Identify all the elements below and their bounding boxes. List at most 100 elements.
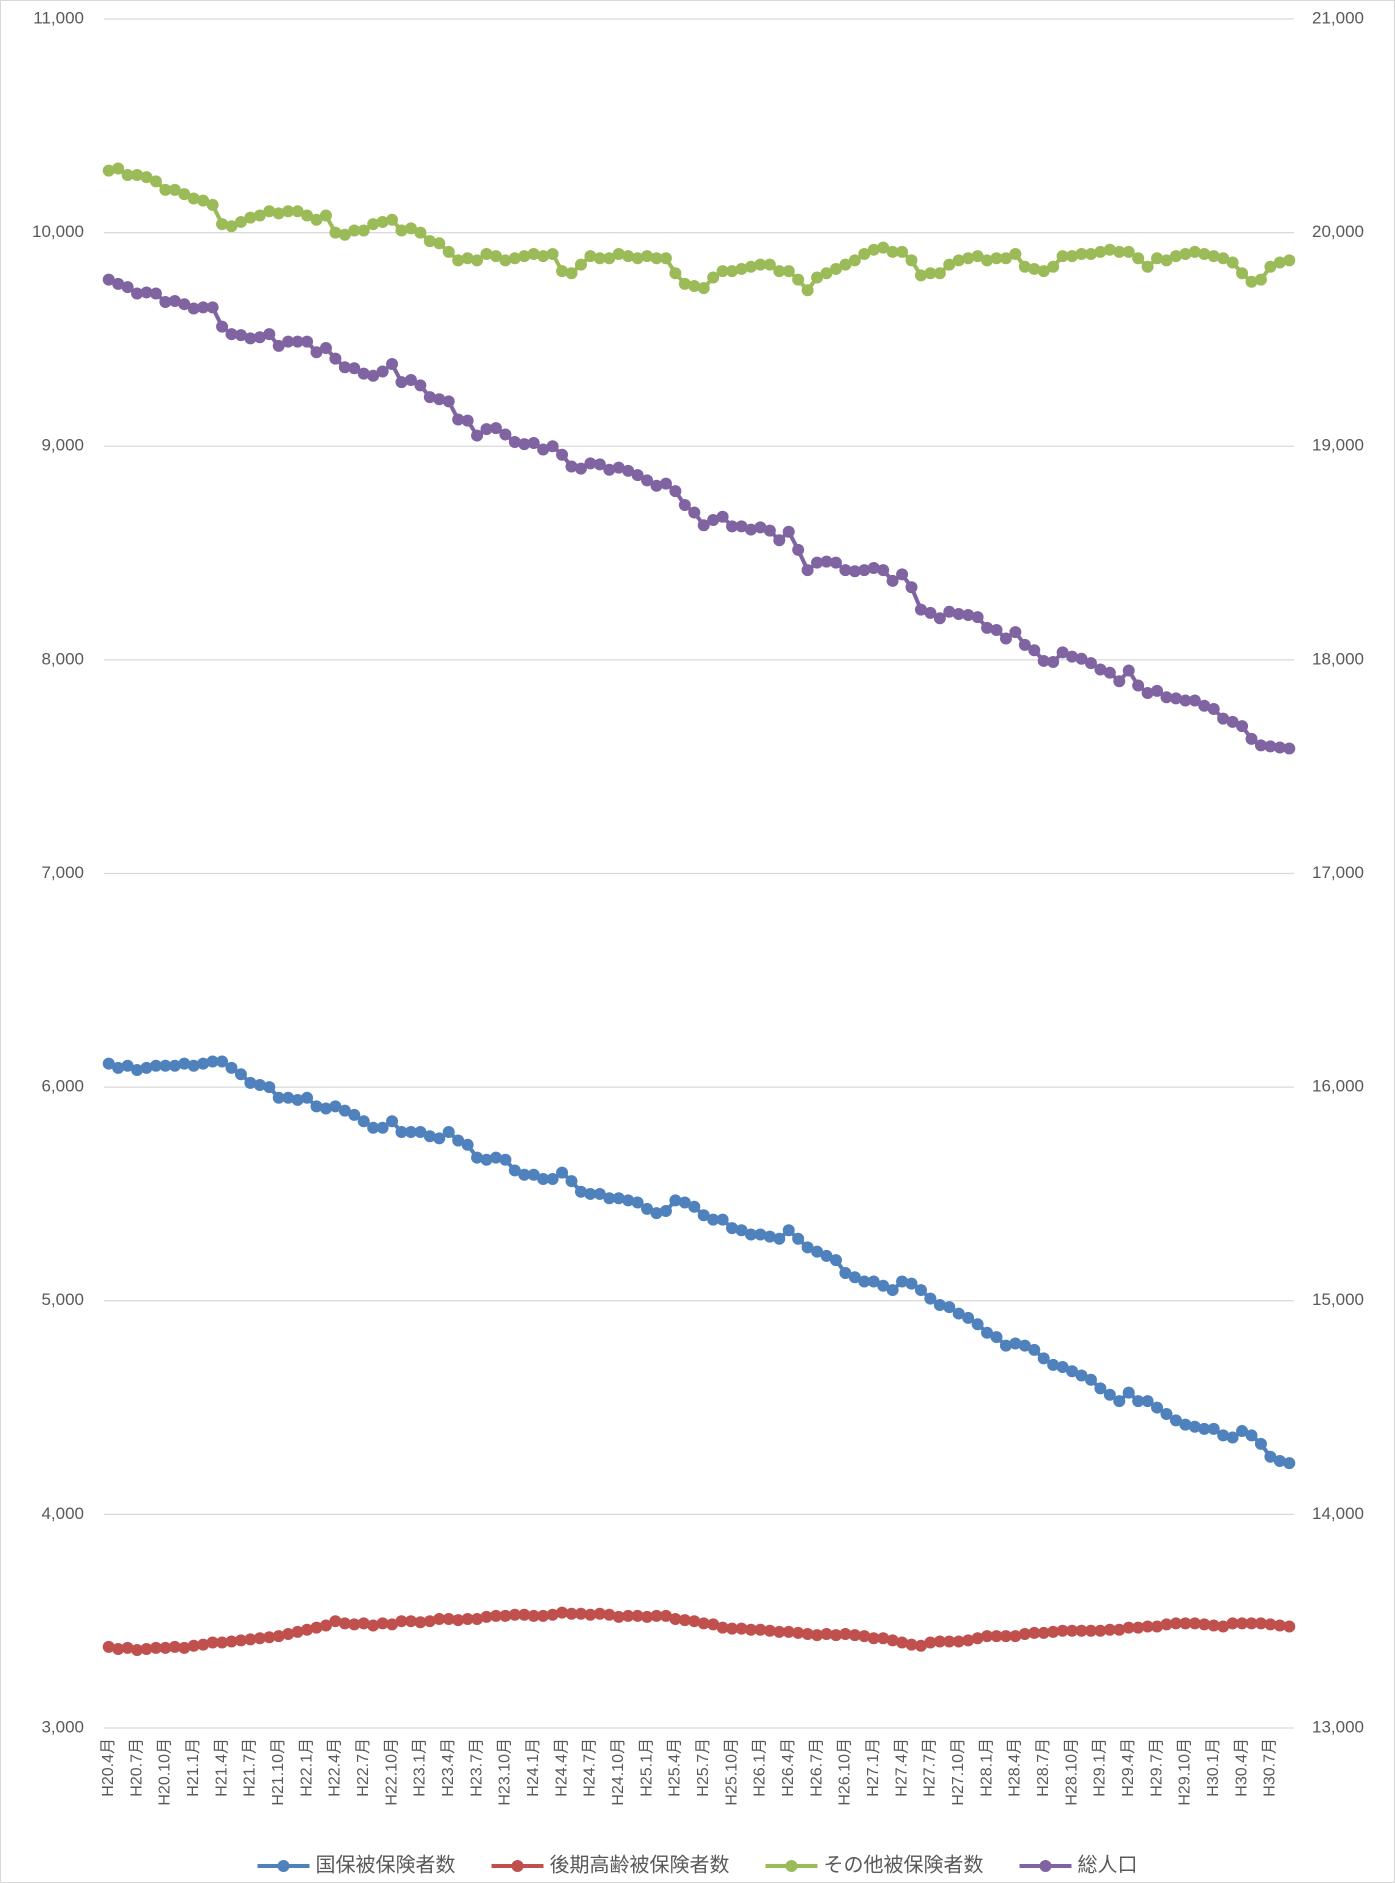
- data-point: [225, 1061, 238, 1074]
- data-point: [1273, 1454, 1286, 1467]
- x-tick-label: H24.7月: [582, 1738, 599, 1797]
- data-point: [971, 1632, 984, 1645]
- data-point: [442, 245, 455, 258]
- legend-label: その他被保険者数: [824, 1853, 984, 1876]
- data-point: [858, 247, 871, 260]
- data-point: [546, 440, 559, 453]
- data-point: [244, 211, 257, 224]
- data-point: [773, 1625, 786, 1638]
- data-point: [461, 1138, 474, 1151]
- data-point: [556, 1606, 569, 1619]
- data-point: [338, 1617, 351, 1630]
- data-point: [1066, 650, 1079, 663]
- data-point: [565, 1607, 578, 1620]
- x-tick-label: H27.10月: [950, 1738, 967, 1806]
- x-tick-label: H28.10月: [1063, 1738, 1080, 1806]
- x-tick-label: H20.4月: [100, 1738, 117, 1797]
- data-point: [820, 267, 833, 280]
- y2-tick-label: 17,000: [1312, 863, 1364, 882]
- data-point: [282, 1091, 295, 1104]
- data-point: [839, 1266, 852, 1279]
- data-point: [131, 168, 144, 181]
- data-point: [735, 1622, 748, 1635]
- data-point: [877, 564, 890, 577]
- data-point: [933, 612, 946, 625]
- data-point: [489, 250, 502, 263]
- data-point: [1283, 1457, 1296, 1470]
- data-point: [829, 262, 842, 275]
- data-point: [357, 224, 370, 237]
- data-point: [1075, 1624, 1088, 1637]
- data-point: [508, 1608, 521, 1621]
- data-point: [1037, 1626, 1050, 1639]
- y-tick-label: 9,000: [41, 436, 84, 455]
- y-tick-label: 11,000: [33, 8, 84, 27]
- data-point: [924, 606, 937, 619]
- data-point: [858, 564, 871, 577]
- data-point: [782, 1224, 795, 1237]
- data-point: [537, 443, 550, 456]
- data-point: [537, 1172, 550, 1185]
- data-point: [253, 331, 266, 344]
- data-point: [206, 1055, 219, 1068]
- data-point: [1103, 1388, 1116, 1401]
- data-point: [452, 1614, 465, 1627]
- data-point: [962, 252, 975, 265]
- data-point: [329, 226, 342, 239]
- data-point: [792, 1232, 805, 1245]
- data-point: [546, 247, 559, 260]
- data-point: [319, 1102, 332, 1115]
- data-point: [556, 1166, 569, 1179]
- x-tick-label: H26.4月: [780, 1738, 797, 1797]
- data-point: [792, 1626, 805, 1639]
- data-point: [508, 252, 521, 265]
- y2-tick-label: 14,000: [1312, 1504, 1364, 1523]
- data-point: [867, 562, 880, 575]
- x-tick-label: H22.1月: [298, 1738, 315, 1797]
- data-point: [291, 335, 304, 348]
- data-point: [603, 463, 616, 476]
- data-point: [971, 611, 984, 624]
- data-point: [140, 1061, 153, 1074]
- data-point: [310, 1621, 323, 1634]
- data-point: [914, 1284, 927, 1297]
- legend-item: その他被保険者数: [765, 1853, 984, 1876]
- data-point: [593, 1607, 606, 1620]
- data-point: [556, 448, 569, 461]
- data-point: [565, 267, 578, 280]
- data-point: [688, 1615, 701, 1628]
- data-point: [716, 1213, 729, 1226]
- data-point: [414, 1616, 427, 1629]
- data-point: [981, 1326, 994, 1339]
- legend-item: 後期高齢被保険者数: [491, 1853, 730, 1876]
- data-point: [754, 1623, 767, 1636]
- data-point: [593, 458, 606, 471]
- data-point: [962, 1311, 975, 1324]
- data-point: [556, 265, 569, 278]
- x-tick-label: H26.1月: [752, 1738, 769, 1797]
- data-point: [338, 361, 351, 374]
- data-point: [1169, 1617, 1182, 1630]
- data-point: [574, 462, 587, 475]
- data-point: [886, 1634, 899, 1647]
- data-point: [1037, 654, 1050, 667]
- data-point: [414, 226, 427, 239]
- data-point: [1084, 1373, 1097, 1386]
- data-point: [197, 1057, 210, 1070]
- legend-marker: [785, 1860, 798, 1872]
- y-tick-label: 8,000: [41, 649, 84, 668]
- data-point: [310, 213, 323, 226]
- data-point: [489, 1151, 502, 1164]
- data-point: [867, 1275, 880, 1288]
- data-point: [140, 286, 153, 299]
- data-point: [206, 1636, 219, 1649]
- data-point: [1160, 1618, 1173, 1631]
- y2-tick-label: 20,000: [1312, 222, 1364, 241]
- data-point: [905, 1277, 918, 1290]
- data-point: [829, 1629, 842, 1642]
- data-point: [131, 1644, 144, 1657]
- data-point: [395, 224, 408, 237]
- data-point: [1047, 1625, 1060, 1638]
- data-point: [140, 1642, 153, 1655]
